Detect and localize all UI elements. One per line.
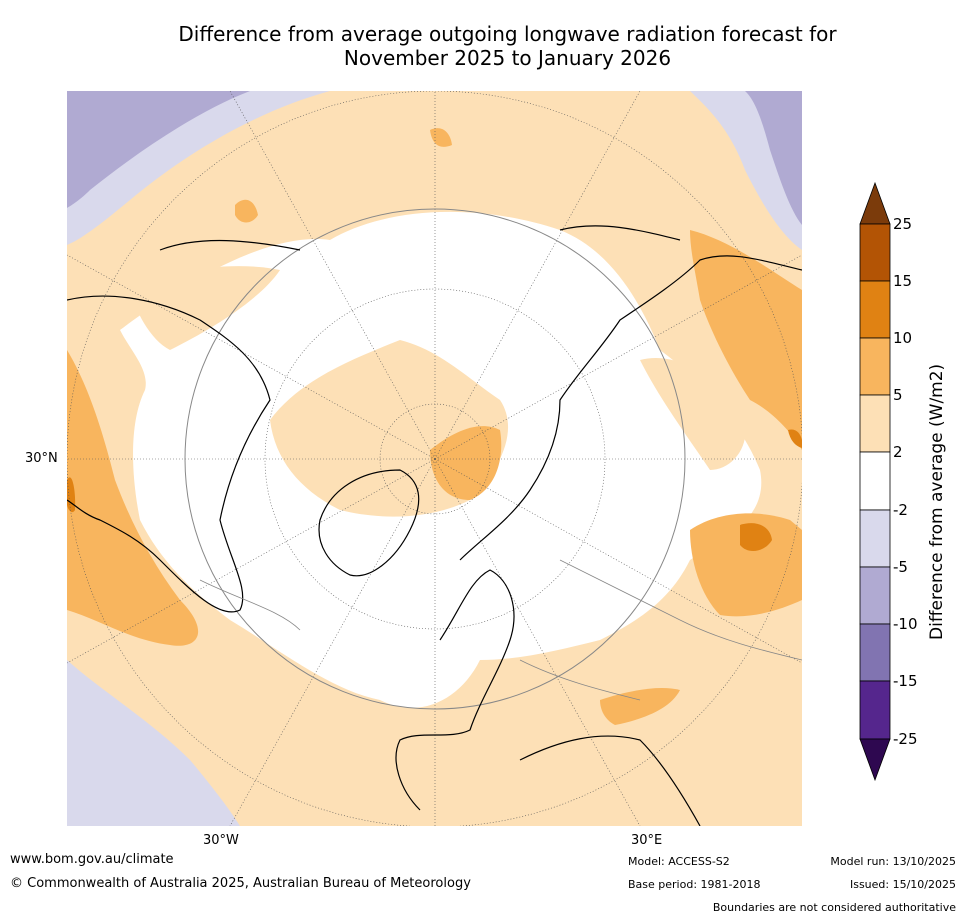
anomaly-patch-10-15-pacific bbox=[67, 477, 76, 513]
colorbar-extend-under bbox=[859, 738, 891, 782]
colorbar-band-neg2-2 bbox=[859, 451, 891, 511]
coastline-europe bbox=[395, 569, 515, 811]
colorbar-tick-label: 10 bbox=[893, 329, 913, 347]
title-line-1: Difference from average outgoing longwav… bbox=[178, 22, 837, 46]
meridian-line bbox=[434, 254, 802, 460]
coastline-north-america bbox=[67, 295, 271, 613]
coastline-kamchatka bbox=[559, 225, 681, 241]
coastline-aleutians bbox=[159, 239, 301, 251]
meridian-line bbox=[67, 254, 436, 460]
model-run-text: Model run: 13/10/2025 bbox=[830, 855, 956, 868]
border-lines bbox=[519, 659, 641, 701]
colorbar-band-10-15 bbox=[859, 280, 891, 339]
meridian-line bbox=[434, 458, 802, 664]
meridian-line bbox=[434, 91, 641, 460]
colorbar-band-15-25 bbox=[859, 223, 891, 282]
colorbar-band-5-10 bbox=[859, 337, 891, 396]
coastline-mediterranean bbox=[519, 735, 701, 826]
colorbar-band-neg25-neg15 bbox=[859, 680, 891, 740]
border-lines bbox=[559, 559, 802, 661]
colorbar-extend-over bbox=[859, 181, 891, 225]
colorbar-tick-label: 5 bbox=[893, 386, 903, 404]
colorbar-tick-label: 15 bbox=[893, 272, 913, 290]
issued-text: Issued: 15/10/2025 bbox=[849, 878, 956, 891]
base-period-text: Base period: 1981-2018 bbox=[628, 878, 761, 891]
colorbar bbox=[859, 181, 891, 782]
lon-label-30w: 30°W bbox=[203, 833, 239, 848]
meridian-line bbox=[229, 91, 436, 460]
anomaly-field-neg5-neg10-ne bbox=[745, 91, 802, 225]
title-line-2: November 2025 to January 2026 bbox=[343, 46, 672, 70]
colorbar-band-neg15-neg10 bbox=[859, 623, 891, 682]
border-lines bbox=[199, 579, 301, 631]
meridian-line bbox=[229, 458, 436, 826]
anomaly-field-5-10-middle-east bbox=[600, 688, 680, 725]
anomaly-field-5-10-central-asia bbox=[690, 513, 802, 617]
lon-label-30e: 30°E bbox=[631, 833, 663, 848]
anomaly-patch-10-15-east bbox=[788, 429, 802, 448]
latitude-circle bbox=[184, 208, 686, 710]
colorbar-tick-label: -25 bbox=[893, 730, 918, 748]
disclaimer-text: Boundaries are not considered authoritat… bbox=[712, 901, 956, 914]
colorbar-band-2-5 bbox=[859, 394, 891, 453]
coastline-eurasia bbox=[459, 255, 802, 561]
anomaly-field-neg2-neg5-sw bbox=[67, 660, 240, 826]
chart-title: Difference from average outgoing longwav… bbox=[60, 22, 955, 70]
lat-label-30n: 30°N bbox=[25, 451, 58, 466]
colorbar-tick-label: -5 bbox=[893, 558, 908, 576]
anomaly-patch-10-15-asia bbox=[740, 523, 772, 552]
colorbar-title: Difference from average (W/m2) bbox=[927, 363, 947, 640]
anomaly-field-5-10-east-siberia bbox=[690, 230, 802, 450]
colorbar-tick-label: -10 bbox=[893, 615, 918, 633]
website-text: www.bom.gov.au/climate bbox=[10, 852, 174, 867]
latitude-circle-60n bbox=[264, 288, 606, 630]
meridian-line bbox=[67, 458, 436, 664]
anomaly-field-2-5-pacific bbox=[130, 266, 280, 350]
anomaly-field-5-10-pacific bbox=[67, 350, 199, 646]
anomaly-field-neg5-neg10-nw bbox=[67, 91, 250, 208]
colorbar-tick-label: -15 bbox=[893, 672, 918, 690]
anomaly-field-2-5-siberia bbox=[640, 358, 746, 470]
coastline-greenland bbox=[318, 469, 420, 577]
colorbar-band-neg10-neg5 bbox=[859, 566, 891, 625]
colorbar-tick-label: 2 bbox=[893, 443, 903, 461]
colorbar-band-neg5-neg2 bbox=[859, 509, 891, 568]
anomaly-field-5-10-barents bbox=[430, 426, 502, 500]
copyright-text: © Commonwealth of Australia 2025, Austra… bbox=[10, 876, 471, 891]
colorbar-tick-label: -2 bbox=[893, 501, 908, 519]
model-text: Model: ACCESS-S2 bbox=[628, 855, 730, 868]
anomaly-patch-5-10 bbox=[235, 199, 258, 223]
anomaly-patch-5-10 bbox=[430, 128, 452, 147]
meridian-line bbox=[434, 458, 641, 826]
colorbar-tick-label: 25 bbox=[893, 215, 913, 233]
